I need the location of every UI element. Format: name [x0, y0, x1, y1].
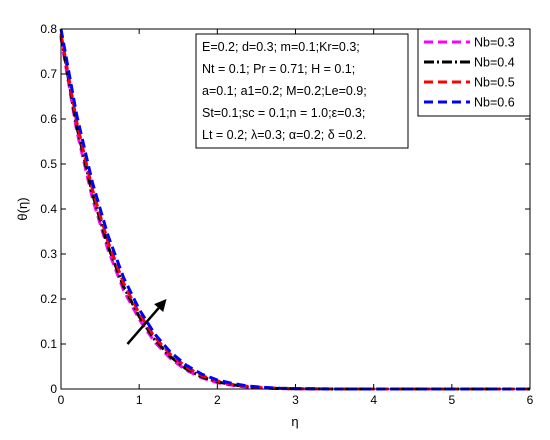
x-tick-label: 2: [214, 393, 221, 407]
x-tick-label: 6: [527, 393, 534, 407]
legend-frame: [417, 28, 531, 117]
parameter-box: E=0.2; d=0.3; m=0.1;Kr=0.3; Nt = 0.1; Pr…: [195, 33, 409, 149]
legend-label: Nb=0.5: [474, 76, 515, 90]
y-tick-label: 0.7: [40, 67, 57, 81]
y-tick-label: 0.6: [40, 112, 57, 126]
x-tick-label: 0: [58, 393, 65, 407]
legend-label: Nb=0.3: [474, 36, 515, 50]
y-tick-label: 0.8: [40, 22, 57, 36]
arrow-head: [154, 299, 167, 312]
legend-label: Nb=0.4: [474, 56, 515, 70]
axis-tick-labels: 0 1 2 3 4 5 6 0 0.1 0.2 0.3 0.4 0.5 0.6 0.7 0.8: [40, 22, 533, 407]
x-tick-label: 1: [136, 393, 143, 407]
y-tick-label: 0.2: [40, 292, 57, 306]
y-tick-label: 0.4: [40, 202, 57, 216]
parameter-box-frame: [195, 33, 409, 149]
y-tick-label: 0.1: [40, 337, 57, 351]
x-axis-label: η: [291, 414, 298, 429]
parameter-line: Lt = 0.2; λ=0.3; α=0.2; δ =0.2.: [202, 128, 366, 142]
parameter-line: a=0.1; a1=0.2; M=0.2;Le=0.9;: [202, 84, 367, 98]
y-axis-label: θ(η): [15, 197, 30, 220]
parameter-line: Nt = 0.1; Pr = 0.71; H = 0.1;: [202, 62, 355, 76]
x-tick-label: 4: [370, 393, 377, 407]
parameter-line: E=0.2; d=0.3; m=0.1;Kr=0.3;: [202, 40, 360, 54]
y-tick-label: 0: [50, 382, 57, 396]
arrow-shaft: [126, 307, 160, 345]
legend: Nb=0.3 Nb=0.4 Nb=0.5 Nb=0.6: [417, 28, 531, 117]
legend-label: Nb=0.6: [474, 96, 515, 110]
y-tick-label: 0.3: [40, 247, 57, 261]
parameter-line: St=0.1;sc = 0.1;n = 1.0;ε=0.3;: [202, 106, 365, 120]
x-tick-label: 5: [448, 393, 455, 407]
y-tick-label: 0.5: [40, 157, 57, 171]
x-tick-label: 3: [292, 393, 299, 407]
increasing-trend-arrow: [126, 299, 167, 345]
